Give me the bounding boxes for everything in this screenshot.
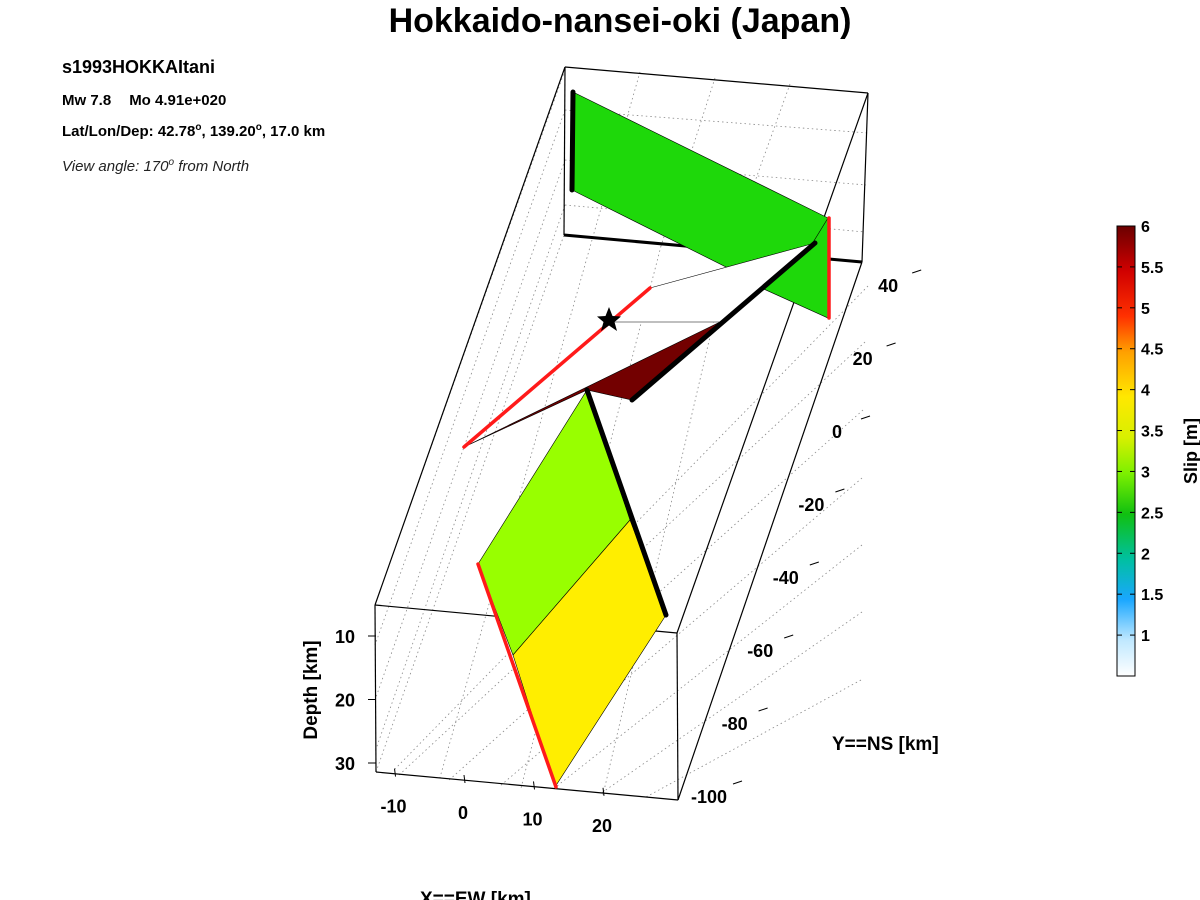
magnitude-mw: Mw 7.8	[62, 92, 112, 109]
colorbar-tick-label: 3.5	[1141, 424, 1163, 441]
x-axis-label: X==EW [km]	[420, 889, 531, 900]
longitude-value: 139.20	[209, 123, 256, 140]
y-tick-label: -60	[747, 641, 773, 661]
view-suffix: from North	[174, 158, 250, 175]
colorbar-tick-label: 5.5	[1141, 260, 1163, 277]
y-tick-labels: 40 20 0 -20 -40 -60 -80 -100	[691, 269, 922, 807]
location-line: Lat/Lon/Dep: 42.78o, 139.20o, 17.0 km	[62, 122, 326, 141]
x-tick-label: 10	[522, 809, 542, 829]
x-tick-mark	[394, 768, 396, 777]
x-tick-labels: -10 0 10 20	[380, 768, 612, 836]
colorbar-tick-label: 4.5	[1141, 342, 1163, 359]
fault-bottom-edges	[462, 216, 831, 789]
seismic-moment: Mo 4.91e+020	[129, 92, 227, 109]
colorbar-label: Slip [m]	[1181, 418, 1200, 484]
latitude-value: 42.78	[157, 123, 196, 140]
y-tick-mark	[886, 342, 896, 347]
colorbar-tick-label: 4	[1141, 383, 1150, 400]
event-id: s1993HOKKAItani	[62, 57, 216, 77]
x-tick-mark	[463, 774, 466, 784]
z-tick-labels: 10 20 30	[335, 627, 376, 774]
x-tick-label: 0	[458, 803, 468, 823]
y-tick-label: -100	[691, 787, 727, 807]
z-tick-label: 30	[335, 754, 355, 774]
y-tick-label: 20	[853, 349, 873, 369]
y-tick-mark	[860, 415, 871, 420]
x-tick-mark	[602, 787, 605, 796]
y-tick-label: -20	[798, 495, 824, 515]
colorbar: 1 1.5 2 2.5 3 3.5 4 4.5 5 5.5 6 Slip [m]	[1116, 219, 1200, 677]
colorbar-gradient	[1116, 225, 1136, 677]
location-prefix: Lat/Lon/Dep:	[62, 123, 158, 140]
x-tick-label: -10	[380, 797, 406, 817]
axes-box	[374, 66, 869, 801]
x-tick-mark	[533, 781, 535, 790]
y-tick-mark	[784, 634, 794, 639]
colorbar-tick-labels: 1 1.5 2 2.5 3 3.5 4 4.5 5 5.5 6	[1117, 219, 1163, 645]
y-tick-label: 0	[832, 422, 842, 442]
degree-mark: o	[168, 157, 175, 168]
view-angle-line: View angle: 170o from North	[62, 157, 250, 176]
degree-mark: o	[255, 122, 262, 133]
magnitude-line: Mw 7.8 Mo 4.91e+020	[62, 92, 226, 109]
y-axis-label: Y==NS [km]	[832, 734, 939, 755]
y-tick-label: 40	[878, 276, 898, 296]
y-tick-mark	[758, 707, 768, 712]
z-tick-label: 10	[335, 627, 355, 647]
y-tick-mark	[809, 561, 819, 566]
view-prefix: View angle: 170	[62, 158, 169, 175]
degree-mark: o	[195, 122, 202, 133]
depth-value: 17.0 km	[270, 123, 326, 140]
y-tick-mark	[835, 488, 845, 493]
colorbar-tick-label: 1	[1141, 628, 1150, 645]
colorbar-tick-label: 5	[1141, 301, 1150, 318]
hypocenter-star-icon	[597, 307, 621, 331]
y-tick-label: -40	[773, 568, 799, 588]
y-tick-label: -80	[722, 714, 748, 734]
y-tick-mark	[732, 780, 743, 785]
z-axis-label: Depth [km]	[301, 640, 322, 739]
colorbar-tick-label: 6	[1141, 219, 1150, 236]
colorbar-tick-label: 3	[1141, 464, 1150, 481]
fault-segments	[463, 91, 829, 788]
fault-top-edges	[569, 89, 818, 618]
colorbar-tick-label: 1.5	[1141, 587, 1163, 604]
x-tick-label: 20	[592, 816, 612, 836]
page-title: Hokkaido-nansei-oki (Japan)	[388, 2, 852, 40]
colorbar-tick-label: 2.5	[1141, 505, 1163, 522]
colorbar-tick-label: 2	[1141, 546, 1150, 563]
z-tick-label: 20	[335, 691, 355, 711]
y-tick-mark	[912, 269, 922, 274]
